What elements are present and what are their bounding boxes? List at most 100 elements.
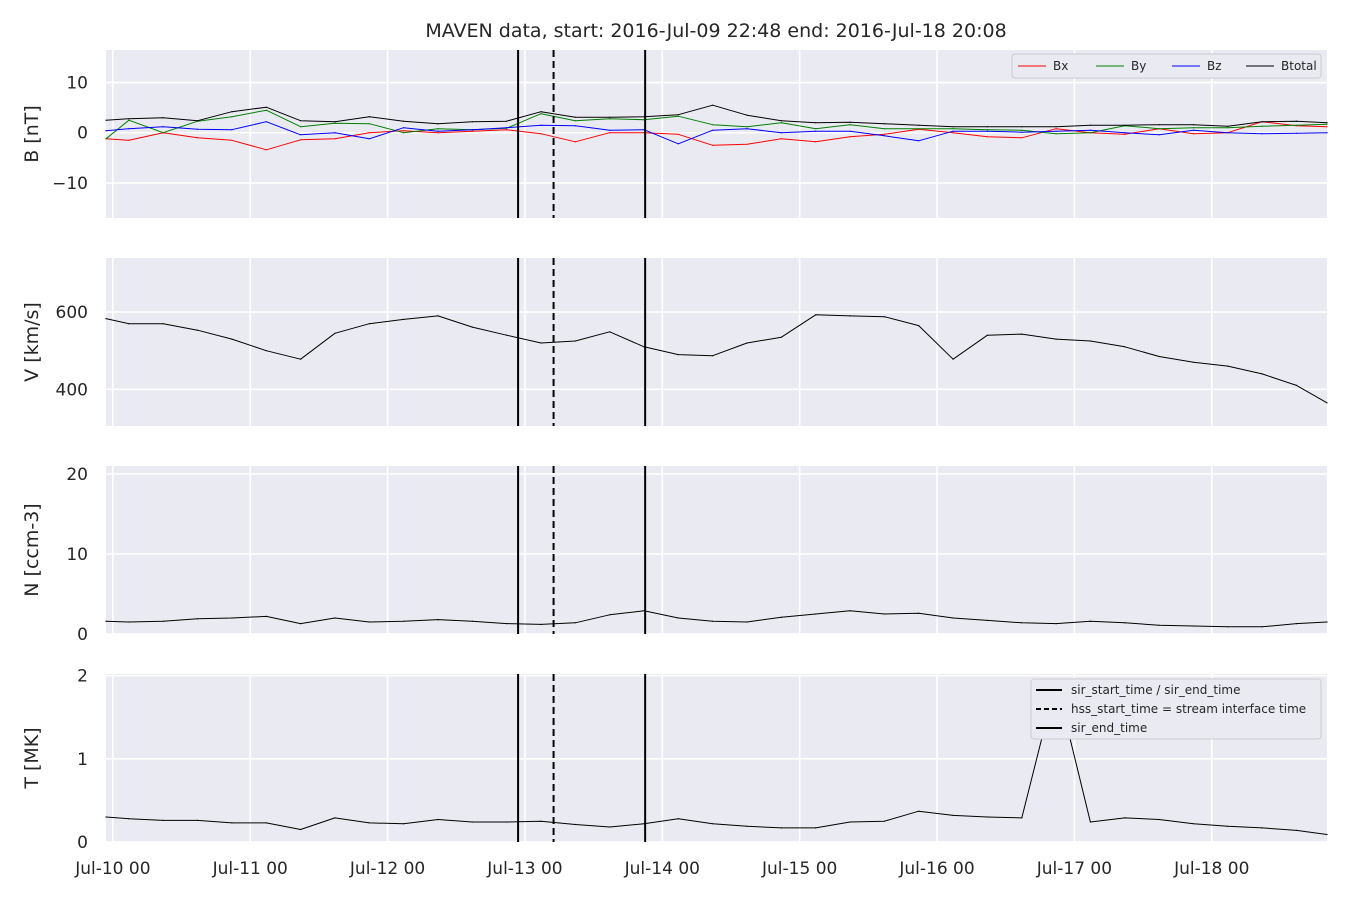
data-point: [105, 138, 107, 140]
data-point: [506, 623, 508, 625]
data-point: [471, 821, 473, 823]
data-point: [265, 350, 267, 352]
data-point: [368, 138, 370, 140]
data-point: [162, 117, 164, 119]
y-tick-label: 1: [77, 750, 88, 770]
data-point: [471, 121, 473, 123]
data-point: [952, 617, 954, 619]
data-point: [1158, 624, 1160, 626]
data-point: [162, 323, 164, 325]
data-point: [1326, 122, 1328, 124]
data-point: [815, 827, 817, 829]
data-point: [780, 138, 783, 140]
y-tick-label: 10: [66, 545, 88, 565]
data-point: [437, 128, 439, 130]
y-tick-label: 0: [77, 833, 88, 853]
panel-2: 400 600 V [km/s]: [21, 258, 1328, 426]
panel-1: −10 0 10 B [nT] Bx By Bz Btotal: [21, 50, 1328, 218]
data-point: [883, 820, 886, 822]
data-point: [162, 132, 164, 134]
data-point: [128, 128, 130, 130]
data-point: [540, 623, 542, 626]
data-point: [231, 338, 233, 340]
data-point: [574, 116, 576, 118]
b-legend: Bx By Bz Btotal: [1011, 53, 1322, 79]
data-point: [437, 619, 439, 621]
data-point: [1295, 132, 1298, 134]
data-point: [952, 358, 954, 360]
data-point: [403, 130, 405, 132]
data-point: [815, 141, 817, 143]
data-point: [506, 129, 508, 131]
data-point: [1055, 130, 1057, 132]
data-point: [471, 620, 473, 622]
data-point: [162, 620, 164, 622]
data-point: [437, 132, 439, 134]
x-tick-label: Jul-12 00: [349, 859, 425, 879]
data-point: [1192, 625, 1195, 627]
data-point: [849, 821, 851, 823]
data-point: [918, 140, 920, 142]
data-point: [815, 122, 817, 124]
data-point: [883, 123, 886, 125]
data-point: [162, 819, 164, 822]
data-point: [1089, 340, 1091, 342]
data-point: [849, 136, 851, 138]
legend-box: [1011, 53, 1322, 79]
data-point: [746, 143, 748, 145]
data-point: [746, 128, 748, 130]
data-point: [815, 314, 817, 316]
x-tick-label: Jul-11 00: [212, 859, 288, 879]
data-point: [300, 623, 302, 625]
data-point: [162, 126, 164, 128]
data-point: [952, 132, 954, 134]
data-point: [712, 104, 714, 106]
data-point: [574, 340, 576, 342]
data-point: [105, 130, 107, 132]
data-point: [334, 817, 336, 819]
data-point: [883, 133, 886, 135]
data-point: [368, 621, 370, 623]
x-tick-labels: Jul-10 00 Jul-11 00 Jul-12 00 Jul-13 00 Jul-…: [74, 859, 1249, 879]
data-point: [197, 329, 199, 331]
data-point: [986, 126, 989, 128]
data-point: [265, 149, 267, 151]
data-point: [231, 822, 233, 824]
data-point: [712, 620, 714, 622]
data-point: [506, 120, 508, 122]
data-point: [105, 318, 107, 320]
data-point: [128, 818, 130, 820]
data-point: [1055, 126, 1057, 128]
data-point: [677, 133, 679, 135]
data-point: [334, 132, 336, 134]
data-point: [918, 612, 920, 614]
y-axis-label: B [nT]: [21, 105, 43, 163]
data-point: [609, 614, 611, 616]
y-tick-label: 10: [66, 74, 88, 94]
data-point: [437, 130, 439, 132]
data-point: [1021, 137, 1023, 139]
data-point: [1089, 821, 1091, 823]
y-tick-label: 20: [66, 465, 88, 485]
data-point: [1295, 120, 1298, 122]
panel-3: 0 10 20 N [ccm-3]: [21, 465, 1328, 645]
data-point: [368, 123, 370, 125]
data-point: [1261, 125, 1263, 127]
data-point: [540, 820, 542, 822]
data-point: [403, 127, 405, 129]
data-point: [265, 121, 267, 123]
data-point: [265, 615, 267, 618]
data-point: [197, 137, 199, 139]
data-point: [300, 134, 302, 136]
data-point: [780, 827, 783, 829]
data-point: [677, 115, 679, 117]
data-point: [403, 620, 405, 622]
y-axis-label: V [km/s]: [21, 302, 43, 382]
data-point: [918, 325, 920, 327]
data-point: [574, 120, 576, 122]
data-point: [128, 621, 130, 623]
data-point: [986, 129, 989, 131]
data-point: [746, 825, 748, 827]
data-point: [300, 120, 302, 122]
